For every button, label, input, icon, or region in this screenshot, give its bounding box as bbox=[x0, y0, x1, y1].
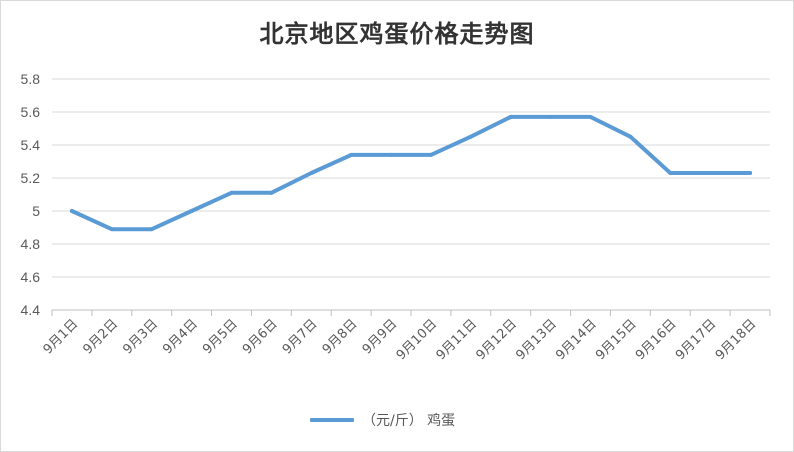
legend-label: （元/斤） 鸡蛋 bbox=[362, 413, 456, 429]
chart-title: 北京地区鸡蛋价格走势图 bbox=[259, 20, 535, 48]
data-point bbox=[428, 152, 433, 157]
data-point bbox=[389, 152, 394, 157]
x-tick-label: 9月11日 bbox=[434, 317, 481, 364]
x-tick-label: 9月2日 bbox=[80, 317, 121, 358]
data-point bbox=[548, 114, 553, 119]
data-point bbox=[508, 114, 513, 119]
x-tick-label: 9月3日 bbox=[120, 317, 161, 358]
y-tick-label: 5.8 bbox=[21, 71, 41, 87]
chart-legend: （元/斤） 鸡蛋 bbox=[310, 410, 455, 430]
x-tick-label: 9月12日 bbox=[473, 317, 520, 364]
y-tick-label: 5.4 bbox=[21, 137, 41, 153]
data-point bbox=[468, 134, 473, 139]
data-point bbox=[628, 134, 633, 139]
legend-line-swatch bbox=[310, 418, 354, 422]
y-tick-label: 5.6 bbox=[21, 104, 41, 120]
y-tick-label: 4.8 bbox=[21, 236, 41, 252]
y-tick-label: 4.6 bbox=[21, 269, 41, 285]
data-point bbox=[69, 209, 74, 213]
x-tick-label: 9月8日 bbox=[320, 317, 361, 358]
data-point bbox=[229, 190, 234, 195]
x-tick-label: 9月4日 bbox=[160, 317, 201, 358]
y-tick-label: 5 bbox=[32, 203, 40, 219]
x-tick-label: 9月5日 bbox=[200, 317, 241, 358]
data-point bbox=[708, 171, 713, 176]
x-tick-label: 9月14日 bbox=[553, 317, 600, 364]
x-tick-label: 9月18日 bbox=[713, 317, 760, 364]
x-tick-label: 9月10日 bbox=[394, 317, 441, 364]
data-point bbox=[588, 114, 593, 119]
x-tick-label: 9月13日 bbox=[513, 317, 560, 364]
data-point bbox=[748, 171, 753, 176]
x-tick-label: 9月7日 bbox=[280, 317, 321, 358]
data-point bbox=[269, 190, 274, 195]
data-point bbox=[149, 227, 154, 232]
y-tick-label: 5.2 bbox=[21, 170, 41, 186]
y-tick-label: 4.4 bbox=[21, 302, 41, 318]
x-tick-label: 9月6日 bbox=[240, 317, 281, 358]
data-point bbox=[189, 209, 194, 213]
data-point bbox=[668, 171, 673, 176]
x-tick-label: 9月1日 bbox=[41, 317, 82, 358]
x-tick-label: 9月16日 bbox=[633, 317, 680, 364]
x-tick-label: 9月17日 bbox=[673, 317, 720, 364]
x-tick-label: 9月15日 bbox=[593, 317, 640, 364]
data-point bbox=[109, 227, 114, 232]
data-point bbox=[309, 171, 314, 176]
series-line bbox=[69, 114, 753, 232]
data-point bbox=[349, 152, 354, 157]
